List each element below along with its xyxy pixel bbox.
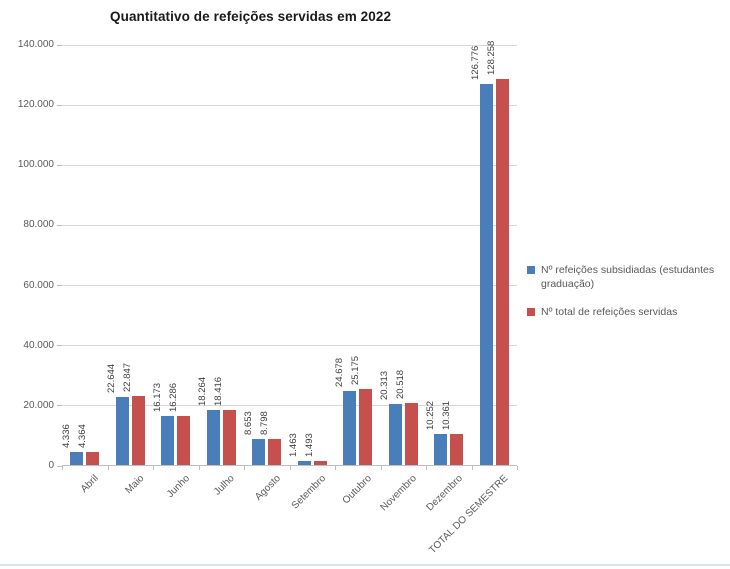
data-label: 1.493 xyxy=(304,433,316,457)
bar-subsidized xyxy=(388,404,402,465)
bar-total xyxy=(450,434,464,465)
data-label: 4.336 xyxy=(60,424,72,448)
x-axis-tick xyxy=(380,466,382,470)
x-axis-tick xyxy=(107,466,109,470)
bar-total xyxy=(313,461,327,465)
bar-subsidized xyxy=(479,84,493,465)
bar-subsidized xyxy=(297,461,311,465)
legend-item-subsidized: Nº refeições subsidiadas (estudantes gra… xyxy=(527,263,723,291)
legend-item-total: Nº total de refeições servidas xyxy=(527,305,723,319)
y-axis-tick xyxy=(57,104,62,106)
gridline xyxy=(62,104,517,106)
data-label: 10.361 xyxy=(440,400,452,430)
bar-total xyxy=(222,410,236,465)
data-label: 16.173 xyxy=(151,382,163,412)
gridline xyxy=(62,44,517,46)
bar-subsidized xyxy=(70,452,84,465)
x-axis-tick xyxy=(471,466,473,470)
data-label: 24.678 xyxy=(333,357,345,387)
x-axis-label: TOTAL DO SEMESTRE xyxy=(426,473,511,557)
gridline xyxy=(62,345,517,347)
y-axis-label: 40.000 xyxy=(23,339,54,351)
bar-total xyxy=(131,396,145,465)
plot-area: 4.336 4.364 Abril 22.644 22.847 Maio 16.173 16.… xyxy=(57,41,518,556)
y-axis-label: 80.000 xyxy=(23,219,54,231)
data-label: 10.252 xyxy=(424,400,436,430)
x-axis-label: Dezembro xyxy=(424,473,465,514)
data-label: 18.416 xyxy=(213,376,225,406)
data-label: 20.518 xyxy=(395,369,407,399)
y-axis-label: 120.000 xyxy=(17,99,54,111)
legend: Nº refeições subsidiadas (estudantes gra… xyxy=(527,263,723,333)
bar-total xyxy=(404,403,418,465)
gridline xyxy=(62,405,517,407)
bottom-rule xyxy=(0,564,730,566)
x-axis-tick xyxy=(153,466,154,470)
x-axis-line xyxy=(62,465,517,466)
y-axis-label: 100.000 xyxy=(17,159,54,171)
x-axis-tick xyxy=(426,466,427,470)
x-axis-label: Agosto xyxy=(252,473,283,503)
x-axis-label: Outubro xyxy=(340,473,374,507)
x-axis-tick xyxy=(244,466,245,470)
y-axis-tick xyxy=(57,44,62,46)
bar-total xyxy=(359,389,373,465)
data-label: 20.313 xyxy=(379,370,391,400)
y-axis-tick xyxy=(57,405,62,407)
y-axis-tick xyxy=(57,164,62,166)
x-axis-tick xyxy=(289,466,291,470)
y-axis-label: 20.000 xyxy=(23,399,54,411)
bar-total xyxy=(495,79,509,465)
data-label: 22.847 xyxy=(122,362,134,392)
data-label: 8.653 xyxy=(242,411,254,435)
x-axis-label: Junho xyxy=(164,473,192,501)
y-axis-tick xyxy=(57,465,62,467)
bar-total xyxy=(268,439,282,465)
legend-label-subsidized: Nº refeições subsidiadas (estudantes gra… xyxy=(541,264,715,290)
chart-title: Quantitativo de refeições servidas em 20… xyxy=(110,9,392,24)
y-axis-tick xyxy=(57,224,62,226)
y-axis-label: 140.000 xyxy=(17,39,54,50)
y-axis-label: 0 xyxy=(48,460,54,471)
gridline xyxy=(62,285,517,287)
x-axis-tick xyxy=(62,466,63,470)
bar-subsidized xyxy=(343,391,357,465)
bar-total xyxy=(86,452,100,465)
bar-total xyxy=(177,416,191,465)
bar-subsidized xyxy=(161,416,175,465)
x-axis-tick xyxy=(517,466,518,470)
data-label: 18.264 xyxy=(197,376,209,406)
legend-marker-subsidized-icon xyxy=(527,266,535,274)
x-axis-label: Setembro xyxy=(289,473,329,512)
data-label: 16.286 xyxy=(167,382,179,412)
x-axis-label: Julho xyxy=(212,473,238,498)
x-axis-label: Novembro xyxy=(378,473,420,514)
data-label: 22.644 xyxy=(106,363,118,393)
gridline xyxy=(62,224,517,226)
gridline xyxy=(62,164,517,166)
x-axis-tick xyxy=(198,466,200,470)
data-label: 8.798 xyxy=(258,411,270,435)
x-axis-tick xyxy=(335,466,336,470)
legend-label-total: Nº total de refeições servidas xyxy=(541,306,678,318)
data-label: 4.364 xyxy=(76,424,88,448)
y-axis-tick xyxy=(57,285,62,287)
x-axis-label: Maio xyxy=(122,473,147,497)
x-axis-label: Abril xyxy=(78,473,101,495)
bar-subsidized xyxy=(206,410,220,465)
data-label: 1.463 xyxy=(288,433,300,457)
bar-subsidized xyxy=(252,439,266,465)
data-label: 25.175 xyxy=(349,355,361,385)
bar-subsidized xyxy=(115,397,129,465)
data-label: 128.258 xyxy=(486,40,498,75)
legend-marker-total-icon xyxy=(527,308,535,316)
data-label: 126.776 xyxy=(470,45,482,80)
y-axis-tick xyxy=(57,345,62,347)
y-axis-label: 60.000 xyxy=(23,279,54,291)
bar-subsidized xyxy=(434,434,448,465)
